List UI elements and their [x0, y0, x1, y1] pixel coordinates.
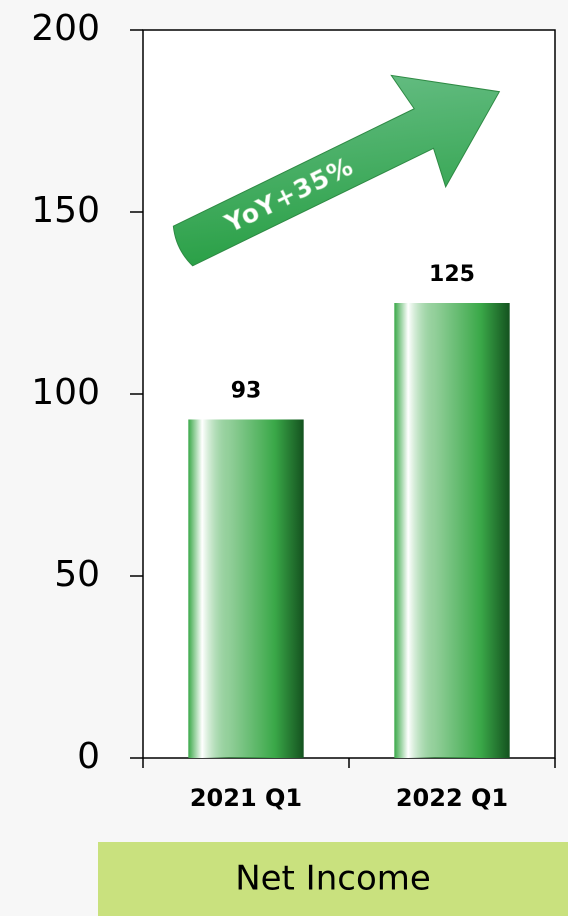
value-label: 125: [429, 262, 475, 287]
bar: [188, 419, 304, 758]
y-tick-label: 200: [31, 8, 100, 49]
bar: [394, 303, 510, 758]
x-axis-label: Net Income: [235, 859, 431, 899]
y-tick-label: 50: [54, 554, 100, 595]
arrow-shape: [172, 74, 501, 267]
x-tick-label: 2021 Q1: [190, 784, 302, 812]
value-label: 93: [231, 378, 262, 403]
y-tick-label: 150: [31, 190, 100, 231]
y-tick-label: 100: [31, 372, 100, 413]
y-tick-label: 0: [77, 736, 100, 777]
xlabel-box: [98, 842, 568, 916]
x-tick-label: 2022 Q1: [396, 784, 508, 812]
